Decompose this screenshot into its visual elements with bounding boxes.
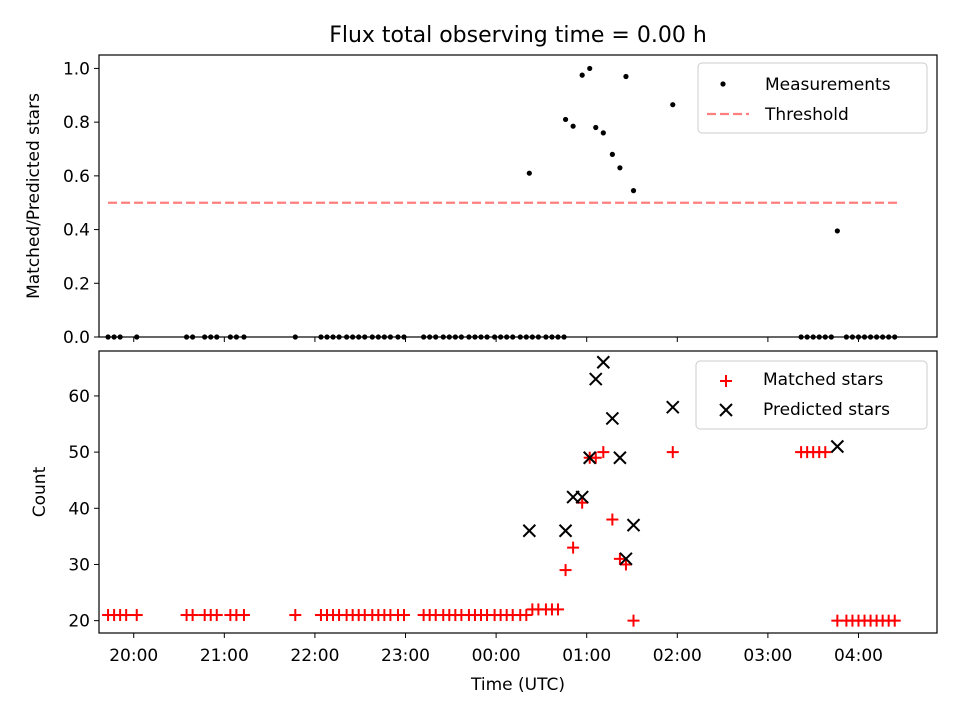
y-tick-label: 1.0 <box>63 59 90 79</box>
top-panel-legend: Measurements Threshold <box>697 62 928 134</box>
matched-point <box>589 451 602 464</box>
measurement-point <box>587 65 593 72</box>
matched-point <box>520 609 533 622</box>
matched-point <box>289 609 302 622</box>
measurement-point <box>526 170 532 176</box>
measurement-point <box>600 130 606 136</box>
measurement-point <box>623 73 629 80</box>
bottom-panel: 20 30 40 50 60 20:00 21:00 22:00 23:00 00:00 01:0… <box>30 350 938 695</box>
matched-point <box>606 513 619 526</box>
legend-matched-label: Matched stars <box>763 370 883 390</box>
measurement-point <box>630 188 637 194</box>
top-panel: 0.0 0.2 0.4 0.6 0.8 1.0 Matched/Predicted sta… <box>24 54 938 348</box>
top-panel-y-label: Matched/Predicted stars <box>24 93 44 299</box>
measurement-point <box>834 228 840 234</box>
x-tick-label: 03:00 <box>743 646 792 666</box>
y-tick-label: 0.2 <box>63 274 90 294</box>
matched-point <box>130 609 143 622</box>
measurement-point <box>570 123 576 129</box>
predicted-point <box>589 372 603 386</box>
predicted-point <box>626 518 641 532</box>
matched-point <box>627 614 640 627</box>
x-tick-label: 00:00 <box>472 646 521 666</box>
x-tick-label: 20:00 <box>109 646 158 666</box>
y-tick-label: 0.0 <box>63 328 90 348</box>
y-tick-label: 0.4 <box>63 221 90 241</box>
measurement-point <box>593 124 599 131</box>
legend-measurements-label: Measurements <box>765 75 891 95</box>
x-tick-label: 02:00 <box>653 646 702 666</box>
predicted-point <box>619 552 633 566</box>
predicted-point <box>613 451 627 465</box>
matched-point <box>666 446 679 459</box>
x-tick-label: 23:00 <box>381 646 430 666</box>
matched-point <box>619 558 632 571</box>
bottom-legend-frame <box>695 360 928 430</box>
legend-threshold-label: Threshold <box>764 105 849 125</box>
x-tick-label: 22:00 <box>290 646 339 666</box>
predicted-point <box>596 355 611 369</box>
legend-measurements-marker <box>720 81 726 87</box>
top-panel-x-ticks <box>133 337 859 342</box>
matched-point <box>888 614 901 627</box>
bottom-panel-y-ticks: 20 30 40 50 60 <box>68 387 99 632</box>
bottom-panel-marks <box>102 355 901 627</box>
bottom-panel-frame <box>98 350 938 634</box>
y-tick-label: 40 <box>68 499 90 519</box>
measurement-point <box>617 165 623 171</box>
top-legend-frame <box>697 62 928 134</box>
matched-point <box>552 603 565 616</box>
matched-point <box>210 609 223 622</box>
chart-title: Flux total observing time = 0.00 h <box>329 23 707 48</box>
predicted-point <box>605 411 620 426</box>
x-tick-label: 01:00 <box>562 646 611 666</box>
predicted-point <box>583 451 597 465</box>
x-axis-label: Time (UTC) <box>470 675 565 695</box>
bottom-panel-legend: Matched stars Predicted stars <box>695 360 928 430</box>
predicted-point <box>830 439 845 454</box>
y-tick-label: 20 <box>68 612 90 632</box>
measurement-point <box>579 72 585 78</box>
predicted-point <box>558 524 573 538</box>
matched-point <box>613 552 626 565</box>
x-tick-label: 21:00 <box>200 646 249 666</box>
legend-matched-marker <box>720 375 732 387</box>
matched-point <box>398 609 411 622</box>
matched-point <box>559 564 572 577</box>
y-tick-label: 50 <box>68 443 90 463</box>
y-tick-label: 0.8 <box>63 113 90 133</box>
bottom-panel-x-ticks: 20:00 21:00 22:00 23:00 00:00 01:00 02:00 03:00… <box>109 633 883 666</box>
y-tick-label: 60 <box>68 387 90 407</box>
bottom-panel-y-label: Count <box>30 466 50 517</box>
predicted-point <box>575 490 589 504</box>
top-panel-y-ticks: 0.0 0.2 0.4 0.6 0.8 1.0 <box>63 59 99 348</box>
y-tick-label: 30 <box>68 555 90 575</box>
matched-point <box>597 446 610 459</box>
measurement-point <box>609 151 615 157</box>
y-tick-label: 0.6 <box>63 167 90 187</box>
measurement-point <box>562 116 569 123</box>
matched-point <box>237 609 250 622</box>
top-panel-frame <box>98 54 938 338</box>
predicted-point <box>522 524 537 538</box>
x-tick-label: 04:00 <box>834 646 883 666</box>
matched-point <box>120 609 133 622</box>
matched-point <box>186 609 199 622</box>
predicted-point <box>666 400 680 414</box>
matched-point <box>567 541 580 554</box>
legend-predicted-label: Predicted stars <box>763 400 890 420</box>
measurement-point <box>670 102 676 108</box>
matched-point <box>819 446 832 459</box>
legend-predicted-marker <box>719 403 733 417</box>
